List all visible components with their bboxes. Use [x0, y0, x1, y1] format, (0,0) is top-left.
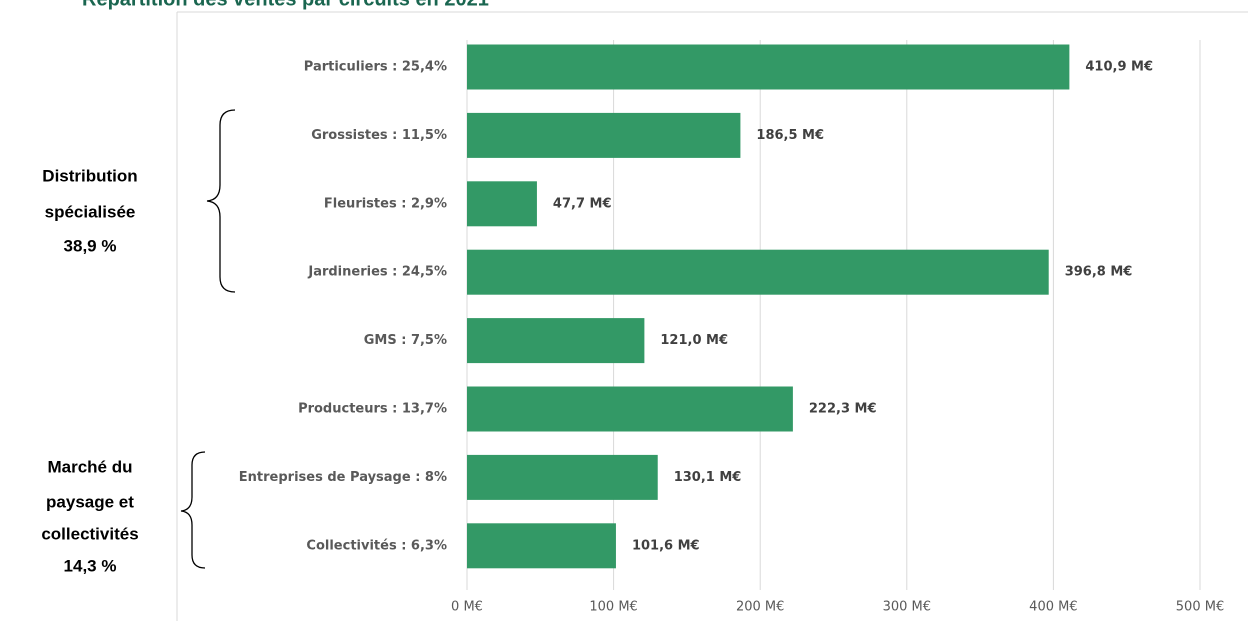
x-tick-label: 500 M€ [1176, 600, 1224, 615]
y-tick-label: Entreprises de Paysage : 8% [239, 470, 447, 485]
y-tick-label: Particuliers : 25,4% [304, 60, 447, 75]
value-label: 130,1 M€ [674, 470, 742, 485]
value-label: 222,3 M€ [809, 402, 877, 417]
x-tick-label: 100 M€ [589, 600, 637, 615]
y-tick-label: Jardineries : 24,5% [307, 265, 447, 280]
value-label: 396,8 M€ [1065, 265, 1133, 280]
value-label: 47,7 M€ [553, 196, 612, 211]
group-label: spécialisée [45, 202, 136, 221]
bar [467, 454, 658, 500]
value-label: 186,5 M€ [756, 128, 824, 143]
brace [180, 451, 206, 569]
x-tick-label: 300 M€ [883, 600, 931, 615]
bar [467, 181, 537, 227]
y-tick-label: Fleuristes : 2,9% [324, 196, 447, 211]
y-tick-label: Collectivités : 6,3% [306, 538, 447, 553]
value-label: 121,0 M€ [660, 333, 728, 348]
x-tick-label: 200 M€ [736, 600, 784, 615]
value-label: 410,9 M€ [1085, 60, 1153, 75]
x-tick-label: 400 M€ [1029, 600, 1077, 615]
group-label: 38,9 % [64, 236, 117, 255]
group-label: paysage et [46, 492, 134, 511]
group-label: collectivités [41, 524, 138, 543]
bar [467, 44, 1070, 90]
value-label: 101,6 M€ [632, 538, 700, 553]
group-label: Distribution [42, 166, 137, 185]
chart-title: Répartition des ventes par circuits en 2… [82, 0, 489, 10]
bar [467, 523, 616, 569]
x-tick-label: 0 M€ [451, 600, 483, 615]
bar [467, 386, 793, 432]
brace [206, 109, 236, 293]
y-tick-label: Grossistes : 11,5% [311, 128, 447, 143]
bar [467, 249, 1049, 295]
bar [467, 112, 741, 158]
bar [467, 318, 645, 364]
group-label: Marché du [47, 457, 132, 476]
y-tick-label: GMS : 7,5% [364, 333, 447, 348]
group-label: 14,3 % [64, 556, 117, 575]
y-tick-label: Producteurs : 13,7% [298, 402, 447, 417]
